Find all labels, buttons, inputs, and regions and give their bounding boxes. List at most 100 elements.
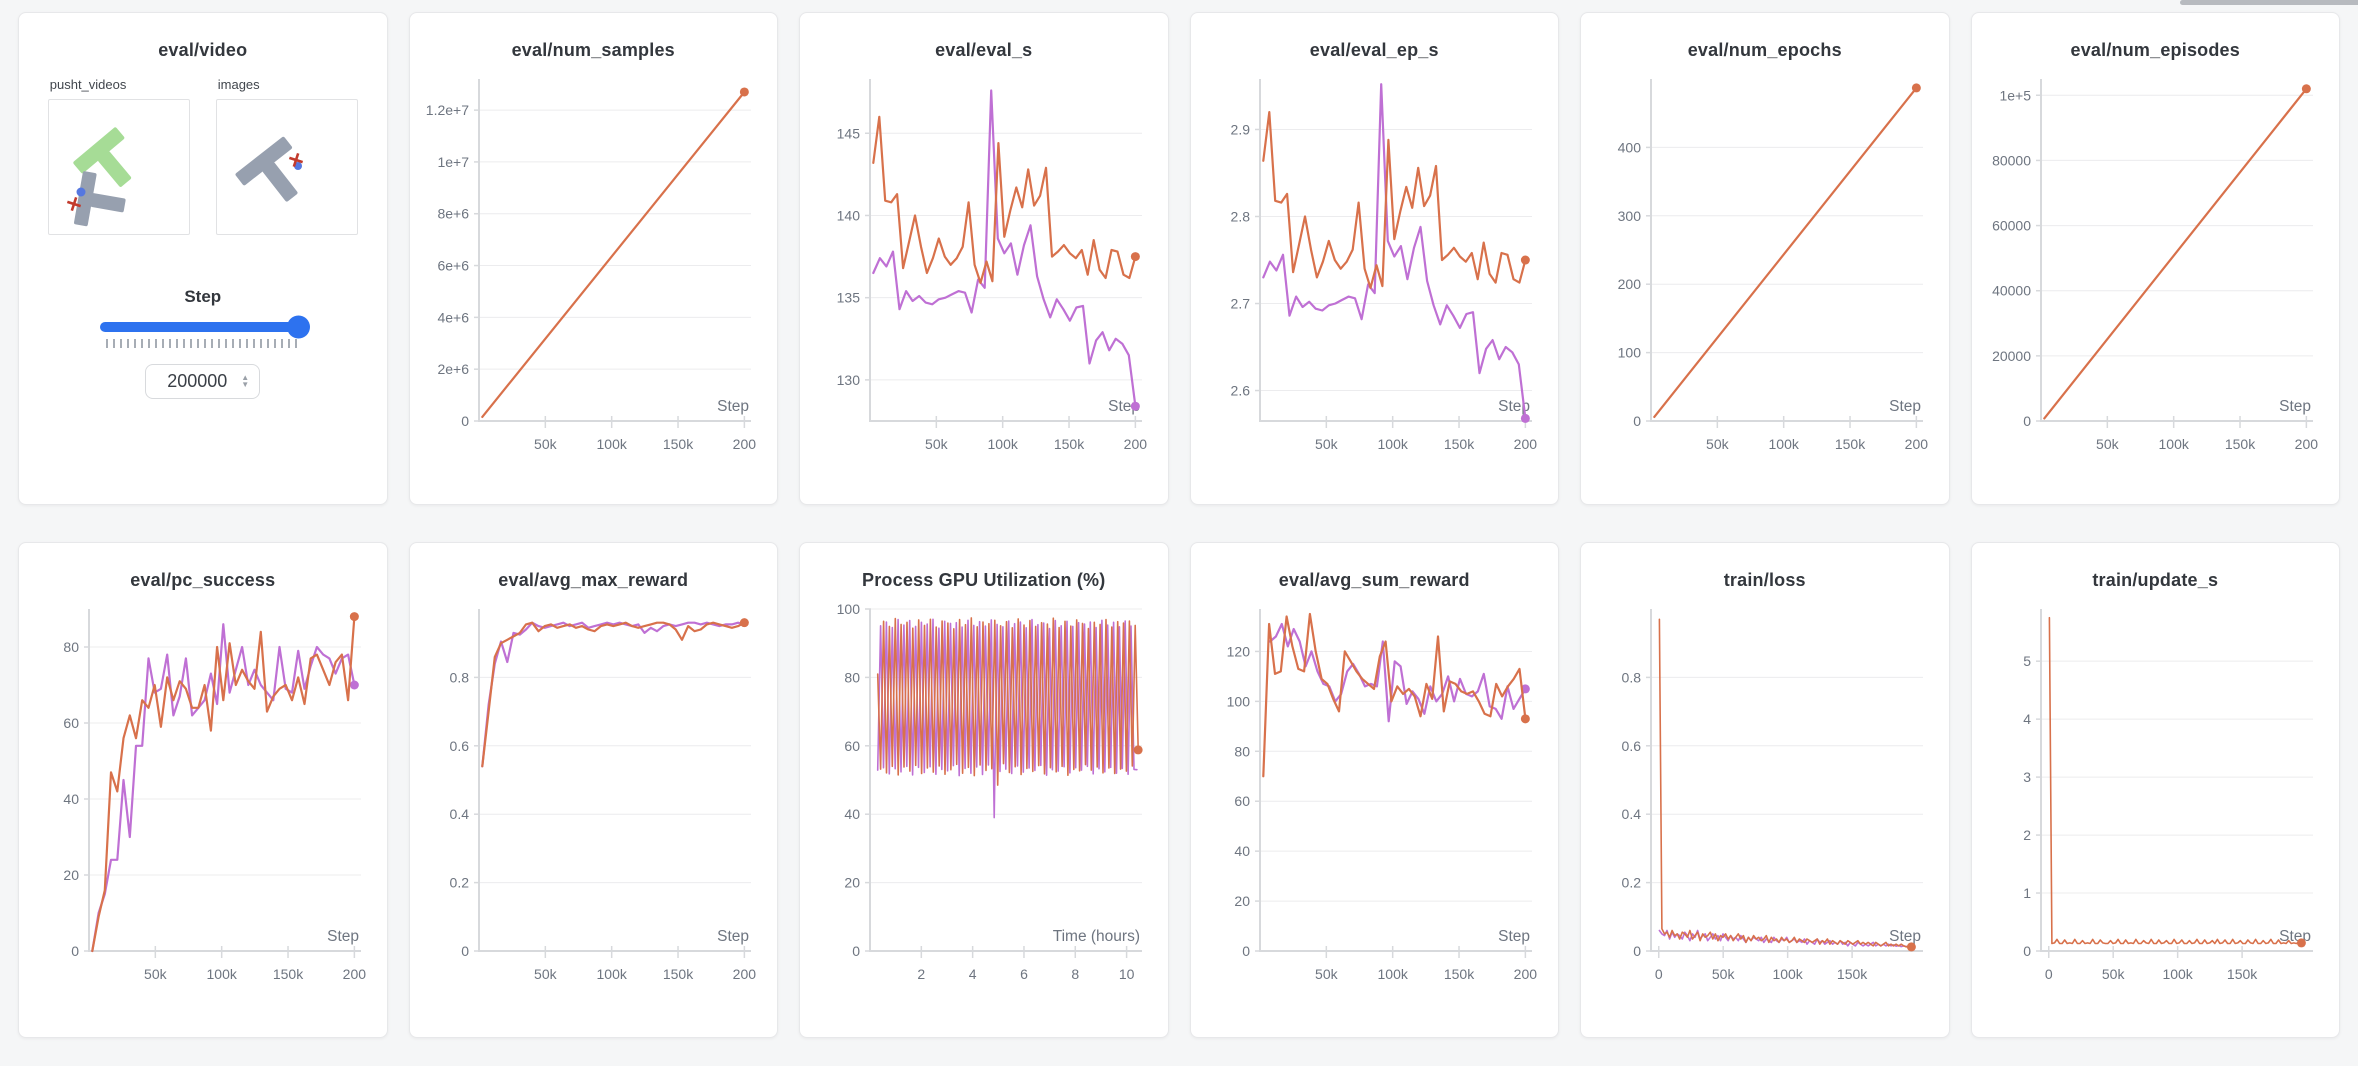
panel-eval-pc-success: eval/pc_success 0 20 40 60 80 50k 100k 150k 200 S… [18, 542, 388, 1038]
svg-text:0: 0 [1633, 413, 1641, 429]
panel-eval-num-epochs: eval/num_epochs 0 100 200 300 400 50k 100k 150k… [1580, 12, 1950, 505]
svg-text:4: 4 [2023, 711, 2031, 727]
svg-text:Step: Step [1889, 928, 1921, 945]
line-chart-avg-sum-reward[interactable]: 0 20 40 60 80 100 120 50k 100k 150k 200 Step [1204, 599, 1544, 1001]
svg-text:2.8: 2.8 [1231, 208, 1251, 224]
svg-text:6e+6: 6e+6 [438, 258, 470, 274]
line-chart-train-loss[interactable]: 0 0.2 0.4 0.6 0.8 0 50k 100k 150k Step [1595, 599, 1935, 1001]
svg-text:2.6: 2.6 [1231, 383, 1251, 399]
svg-text:20: 20 [844, 875, 860, 891]
slider-track[interactable] [99, 315, 310, 339]
svg-text:0: 0 [461, 943, 469, 959]
step-slider[interactable] [99, 315, 310, 348]
panel-eval-num-episodes: eval/num_episodes 0 20000 40000 60000 80000 1… [1970, 12, 2340, 505]
line-chart-avg-max-reward[interactable]: 0 0.2 0.4 0.6 0.8 50k 100k 150k 200 Step [423, 599, 763, 1001]
step-number-input[interactable] [158, 370, 237, 393]
line-chart-num-samples[interactable]: 0 2e+6 4e+6 6e+6 8e+6 1e+7 1.2e+7 50k 100k 150k 20… [423, 69, 763, 471]
svg-text:200: 200 [2295, 436, 2319, 452]
svg-text:100k: 100k [1378, 436, 1409, 452]
svg-text:100: 100 [836, 601, 860, 617]
line-chart-num-episodes[interactable]: 0 20000 40000 60000 80000 1e+5 50k 100k 150k 200 S… [1985, 69, 2325, 471]
svg-text:0.2: 0.2 [450, 875, 470, 891]
chart-title: eval/avg_max_reward [498, 570, 689, 590]
stepper-arrows[interactable]: ▲ ▼ [241, 373, 250, 389]
svg-text:145: 145 [836, 125, 860, 141]
svg-text:50k: 50k [534, 966, 558, 982]
svg-text:40: 40 [63, 791, 79, 807]
line-chart-num-epochs[interactable]: 0 100 200 300 400 50k 100k 150k 200 Step [1595, 69, 1935, 471]
svg-text:100k: 100k [2163, 966, 2194, 982]
slider-thumb[interactable] [286, 315, 310, 339]
pusht-video-thumbnail[interactable] [47, 99, 190, 235]
svg-text:100k: 100k [2159, 436, 2190, 452]
svg-text:2e+6: 2e+6 [438, 361, 470, 377]
svg-text:40: 40 [1235, 843, 1251, 859]
svg-text:0: 0 [71, 943, 79, 959]
chart-title: eval/num_episodes [2070, 40, 2240, 60]
panel-grid: eval/video pusht_videos [18, 12, 2340, 1038]
svg-text:40: 40 [844, 806, 860, 822]
svg-text:20: 20 [63, 867, 79, 883]
svg-text:Step: Step [1498, 928, 1530, 945]
stepper-down-icon[interactable]: ▼ [241, 380, 250, 389]
chart-title: eval/eval_ep_s [1309, 40, 1439, 60]
line-chart-pc-success[interactable]: 0 20 40 60 80 50k 100k 150k 200 Step [33, 599, 373, 1001]
media-row: pusht_videos [19, 77, 387, 235]
svg-text:100k: 100k [597, 966, 628, 982]
svg-text:Step: Step [717, 398, 749, 415]
svg-text:0: 0 [852, 943, 860, 959]
svg-text:2.7: 2.7 [1231, 296, 1251, 312]
chart-title: eval/eval_s [935, 40, 1033, 60]
svg-text:100k: 100k [1772, 966, 1803, 982]
svg-text:150k: 150k [663, 436, 694, 452]
svg-text:8: 8 [1071, 966, 1079, 982]
svg-text:Step: Step [2279, 398, 2311, 415]
chart-title: eval/avg_sum_reward [1278, 570, 1470, 590]
svg-text:50k: 50k [534, 436, 558, 452]
svg-text:0: 0 [1633, 943, 1641, 959]
svg-text:Step: Step [1889, 398, 1921, 415]
stepper-up-icon[interactable]: ▲ [241, 373, 250, 382]
svg-text:8e+6: 8e+6 [438, 206, 470, 222]
svg-text:400: 400 [1617, 139, 1641, 155]
svg-text:150k: 150k [1444, 436, 1475, 452]
svg-text:0.6: 0.6 [1621, 738, 1641, 754]
svg-text:50k: 50k [1706, 436, 1730, 452]
chart-title: train/loss [1723, 570, 1806, 590]
svg-text:Step: Step [1108, 398, 1140, 415]
line-chart-eval-ep-s[interactable]: 2.6 2.7 2.8 2.9 50k 100k 150k 200 Step [1204, 69, 1544, 471]
svg-text:150k: 150k [2225, 436, 2256, 452]
svg-text:50k: 50k [1315, 966, 1339, 982]
target-cross [66, 196, 81, 212]
svg-text:150k: 150k [2227, 966, 2258, 982]
media-item-images: images [215, 77, 358, 235]
svg-text:100k: 100k [1768, 436, 1799, 452]
images-thumbnail[interactable] [215, 99, 358, 235]
scrollbar-thumb[interactable] [2180, 0, 2358, 5]
svg-text:1e+7: 1e+7 [438, 154, 470, 170]
svg-text:200: 200 [1514, 436, 1538, 452]
svg-text:200: 200 [342, 966, 366, 982]
media-label: images [217, 77, 260, 92]
slider-tick-ruler [105, 339, 300, 348]
media-label: pusht_videos [49, 77, 127, 92]
line-chart-gpu-utilization[interactable]: 0 20 40 60 80 100 2 4 6 8 10 Time (hours) [814, 599, 1154, 1001]
svg-text:50k: 50k [925, 436, 949, 452]
svg-text:80: 80 [63, 639, 79, 655]
svg-text:0: 0 [2045, 966, 2053, 982]
svg-text:60: 60 [1235, 793, 1251, 809]
panel-train-update-s: train/update_s 0 1 2 3 4 5 0 50k 100k 150k Step [1970, 542, 2340, 1038]
target-cross [288, 152, 303, 168]
line-chart-eval-s[interactable]: 130 135 140 145 50k 100k 150k 200 Step [814, 69, 1154, 471]
svg-text:0.4: 0.4 [450, 806, 470, 822]
svg-text:150k: 150k [1444, 966, 1475, 982]
svg-text:100k: 100k [987, 436, 1018, 452]
svg-text:50k: 50k [144, 966, 168, 982]
svg-text:200: 200 [1904, 436, 1928, 452]
svg-text:40000: 40000 [1992, 283, 2031, 299]
svg-text:6: 6 [1020, 966, 1028, 982]
svg-text:50k: 50k [1315, 436, 1339, 452]
svg-text:0: 0 [461, 413, 469, 429]
svg-text:3: 3 [2023, 769, 2031, 785]
